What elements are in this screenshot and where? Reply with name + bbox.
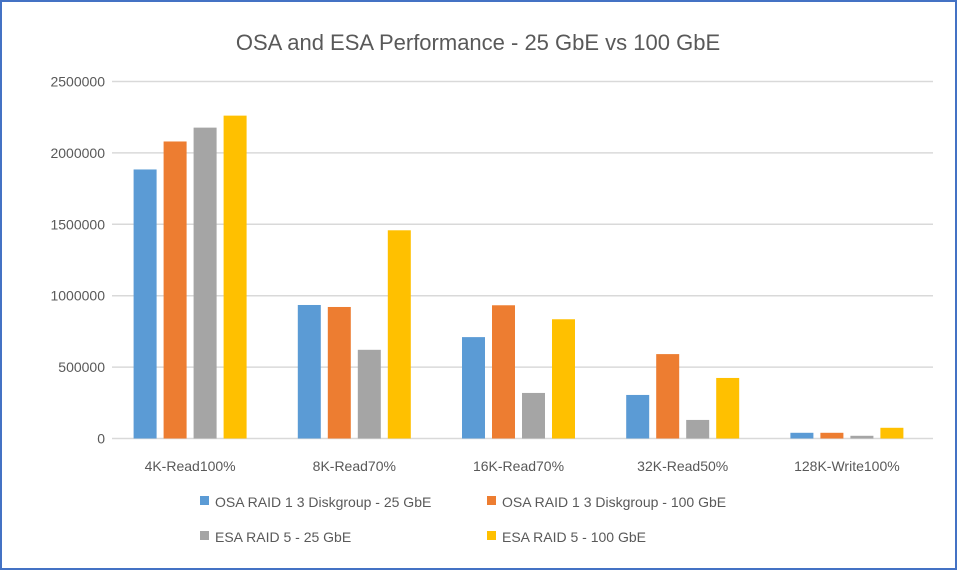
- legend-swatch: [200, 496, 209, 505]
- y-tick-label: 500000: [58, 359, 105, 375]
- x-tick-label: 4K-Read100%: [145, 458, 236, 474]
- chart-title: OSA and ESA Performance - 25 GbE vs 100 …: [236, 30, 720, 55]
- y-tick-label: 1500000: [50, 216, 105, 232]
- x-tick-label: 16K-Read70%: [473, 458, 564, 474]
- bar: [462, 337, 485, 439]
- legend-item: OSA RAID 1 3 Diskgroup - 25 GbE: [200, 494, 431, 510]
- bar: [820, 432, 844, 439]
- bar: [790, 432, 814, 439]
- legend-label: ESA RAID 5 - 100 GbE: [502, 529, 646, 545]
- bar: [327, 306, 351, 439]
- legend-swatch: [487, 531, 496, 540]
- bar: [552, 319, 575, 439]
- bar: [716, 377, 740, 439]
- bar: [387, 230, 411, 439]
- bar: [880, 427, 904, 439]
- bar: [626, 394, 650, 439]
- x-tick-label: 128K-Write100%: [794, 458, 900, 474]
- legend-label: OSA RAID 1 3 Diskgroup - 100 GbE: [502, 494, 726, 510]
- bar: [163, 141, 187, 439]
- bar: [850, 435, 874, 439]
- legend-swatch: [200, 531, 209, 540]
- legend-swatch: [487, 496, 496, 505]
- x-tick-label: 32K-Read50%: [637, 458, 728, 474]
- bar: [492, 305, 515, 439]
- x-tick-label: 8K-Read70%: [313, 458, 396, 474]
- legend-item: OSA RAID 1 3 Diskgroup - 100 GbE: [487, 494, 726, 510]
- bar: [357, 349, 381, 439]
- bar: [656, 354, 680, 439]
- bar: [133, 169, 157, 439]
- legend-item: ESA RAID 5 - 100 GbE: [487, 529, 646, 545]
- bar: [686, 419, 710, 439]
- y-tick-label: 2000000: [50, 145, 105, 161]
- bar: [297, 304, 321, 439]
- y-tick-label: 2500000: [50, 74, 105, 90]
- y-tick-label: 1000000: [50, 288, 105, 304]
- bar: [522, 392, 545, 439]
- legend-label: ESA RAID 5 - 25 GbE: [215, 529, 351, 545]
- bar: [223, 115, 247, 439]
- y-tick-label: 0: [97, 431, 105, 447]
- legend-label: OSA RAID 1 3 Diskgroup - 25 GbE: [215, 494, 431, 510]
- legend-item: ESA RAID 5 - 25 GbE: [200, 529, 351, 545]
- bar: [193, 127, 217, 439]
